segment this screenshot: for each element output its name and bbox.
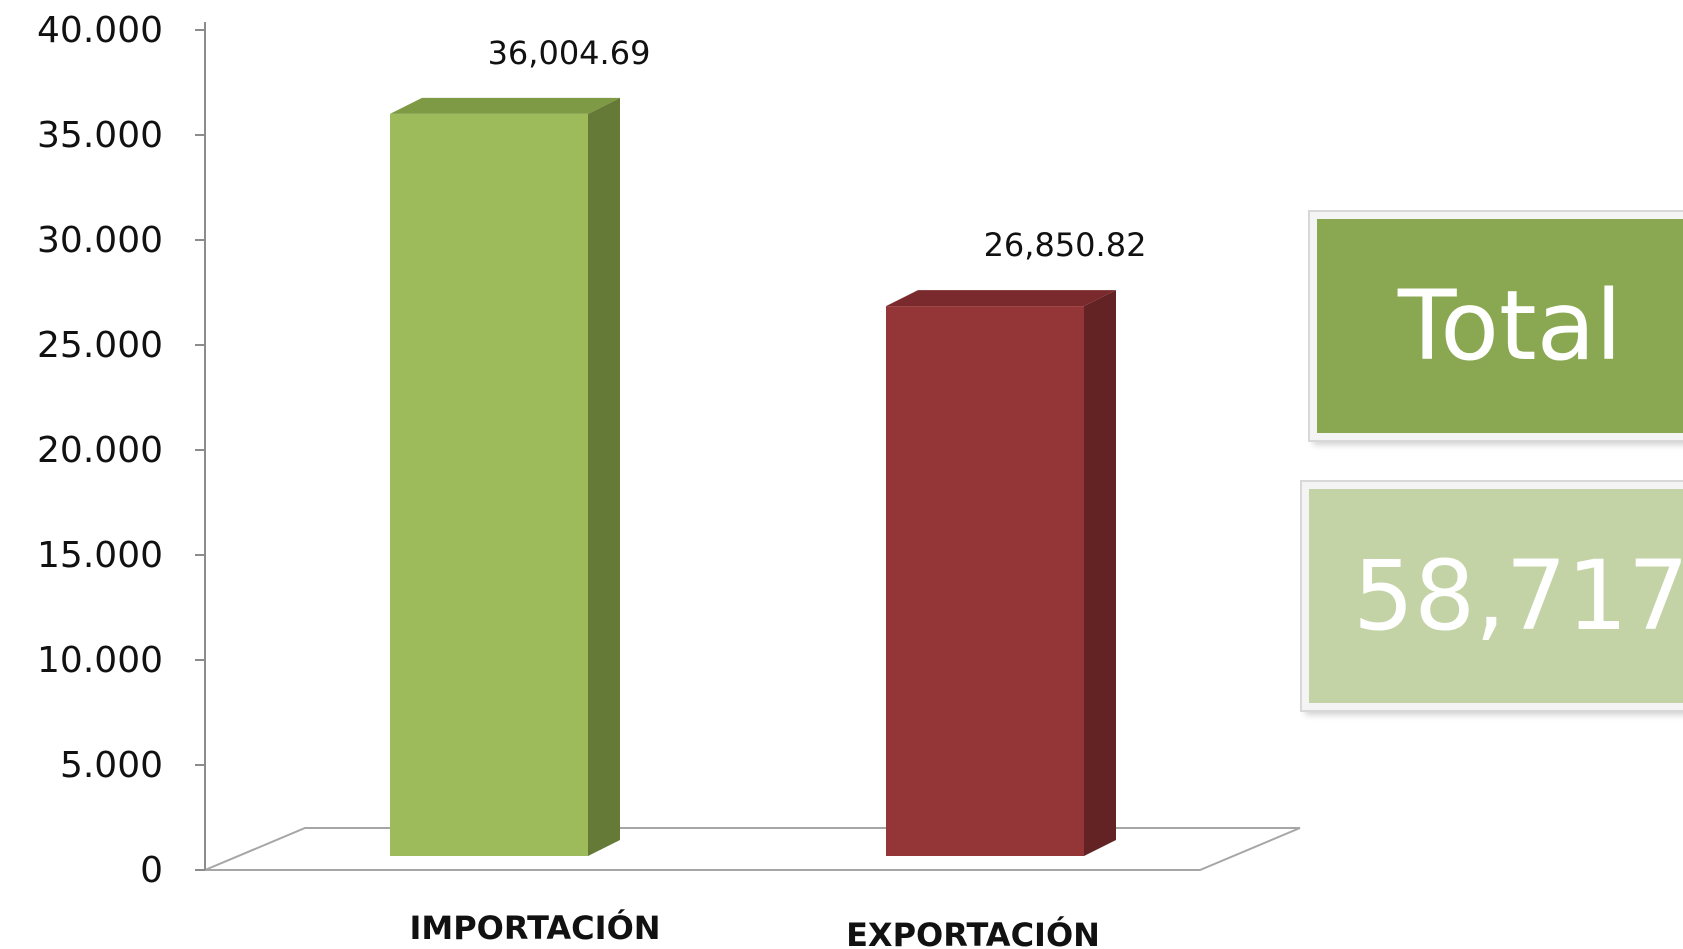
y-tick-label: 5.000 (60, 745, 163, 786)
data-label-2: 26,850.82 (984, 226, 1147, 264)
total-value-box: 58,717 (1302, 482, 1683, 710)
bars (390, 97, 1116, 857)
y-tick-label: 25.000 (37, 325, 163, 366)
total-label: Total (1397, 270, 1623, 382)
data-label-1: 36,004.69 (488, 34, 651, 72)
y-tick-label: 20.000 (37, 430, 163, 471)
y-tick-label: 30.000 (37, 220, 163, 261)
category-label-2: EXPORTACIÓN (846, 915, 1100, 949)
y-tick-label: 0 (140, 850, 163, 891)
chart-axes (204, 22, 1301, 871)
bar-side-2 (1084, 290, 1116, 856)
chart-floor (204, 827, 1301, 871)
y-tick-label: 40.000 (37, 10, 163, 51)
category-labels: IMPORTACIÓN EXPORTACIÓN (409, 908, 1099, 949)
y-tick-label: 35.000 (37, 115, 163, 156)
y-axis-ticks: 0 5.000 10.000 15.000 20.000 25.000 30.000 35.0… (37, 10, 205, 891)
category-label-1: IMPORTACIÓN (409, 908, 660, 947)
bar-top-2 (886, 290, 1116, 307)
total-label-box: Total (1310, 212, 1683, 440)
bar-side-1 (588, 97, 620, 857)
y-tick-label: 15.000 (37, 535, 163, 576)
bar-2 (886, 306, 1084, 856)
bar-1 (390, 113, 588, 857)
y-tick-label: 10.000 (37, 640, 163, 681)
data-labels: 36,004.69 26,850.82 (488, 34, 1147, 264)
bar-top-1 (390, 97, 620, 114)
total-value: 58,717 (1353, 540, 1683, 652)
